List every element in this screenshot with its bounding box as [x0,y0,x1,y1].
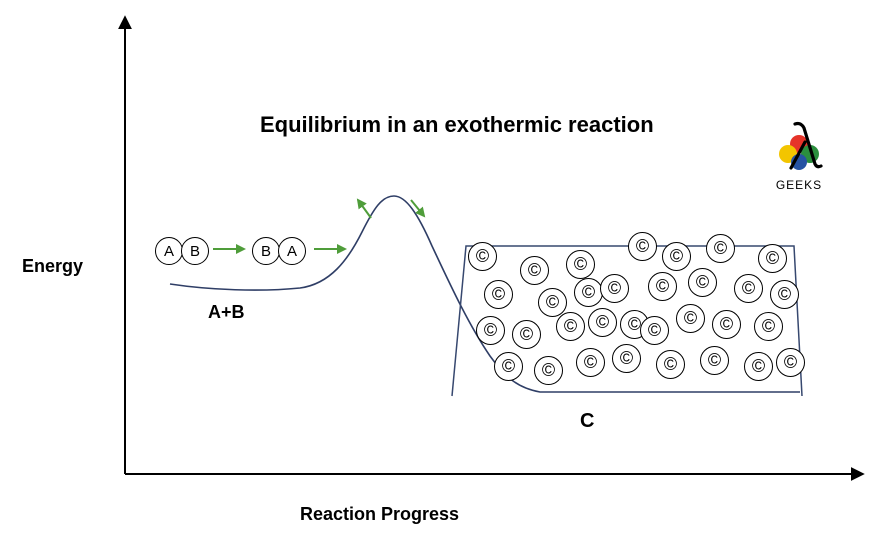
product-molecule-C: © [628,232,657,261]
product-molecule-C: © [576,348,605,377]
logo: GEEKS [764,120,834,192]
product-molecule-C: © [758,244,787,273]
product-molecule-C: © [754,312,783,341]
product-molecule-C: © [484,280,513,309]
product-molecule-C: © [612,344,641,373]
product-molecule-C: © [476,316,505,345]
logo-text: GEEKS [764,178,834,192]
y-axis-label: Energy [22,256,83,277]
product-molecule-C: © [588,308,617,337]
product-molecule-C: © [688,268,717,297]
product-molecule-C: © [656,350,685,379]
product-molecule-C: © [744,352,773,381]
product-molecule-C: © [468,242,497,271]
reactant-label: A+B [208,302,245,323]
diagram-svg [0,0,880,538]
product-molecule-C: © [556,312,585,341]
lambda-geeks-icon [771,120,827,176]
product-molecule-C: © [534,356,563,385]
product-molecule-C: © [700,346,729,375]
product-molecule-C: © [574,278,603,307]
product-molecule-C: © [712,310,741,339]
product-molecule-C: © [512,320,541,349]
reactant-molecule-B: B [181,237,209,265]
product-molecule-C: © [566,250,595,279]
product-molecule-C: © [776,348,805,377]
reaction-arrows [213,200,424,249]
reactant-molecule-B: B [252,237,280,265]
product-molecule-C: © [662,242,691,271]
product-molecule-C: © [770,280,799,309]
product-molecule-C: © [648,272,677,301]
product-molecule-C: © [676,304,705,333]
product-molecule-C: © [640,316,669,345]
product-molecule-C: © [600,274,629,303]
product-label: C [580,410,594,433]
diagram-stage: Equilibrium in an exothermic reaction En… [0,0,880,538]
reactant-molecule-A: A [155,237,183,265]
product-molecule-C: © [538,288,567,317]
product-molecule-C: © [494,352,523,381]
product-molecule-C: © [734,274,763,303]
product-molecule-C: © [520,256,549,285]
reactant-molecule-A: A [278,237,306,265]
x-axis-label: Reaction Progress [300,504,459,525]
diagram-title: Equilibrium in an exothermic reaction [260,112,654,138]
product-molecule-C: © [706,234,735,263]
